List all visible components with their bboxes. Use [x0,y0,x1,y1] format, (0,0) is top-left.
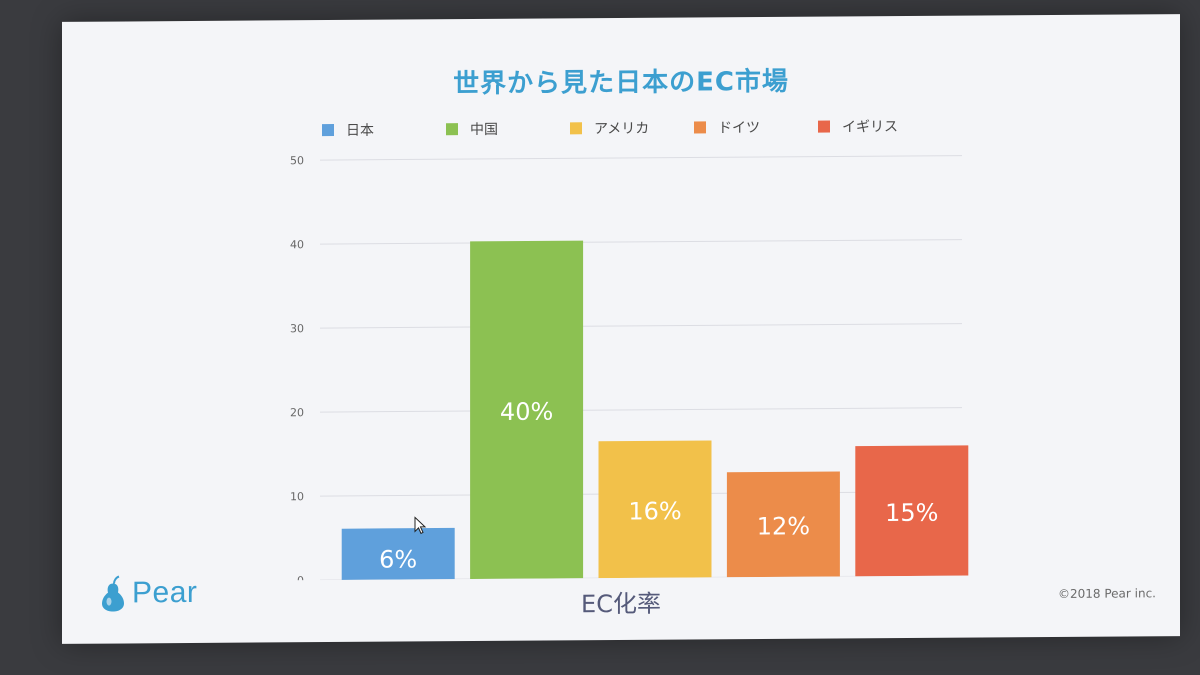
legend-label: アメリカ [594,120,650,138]
logo-text: Pear [132,575,198,610]
data-label: 15% [885,499,938,527]
bar-1 [470,240,584,580]
legend-swatch [570,122,582,135]
bar-2 [598,440,712,579]
data-label: 6% [379,545,417,573]
legend-swatch [694,121,706,134]
y-tick-label: 40 [290,238,304,251]
slide: 世界から見た日本のEC市場 日本 中国 アメリカ ドイツ イギリス 0 10 20 3… [62,14,1180,644]
legend-swatch [818,120,830,133]
y-tick-label: 10 [290,490,304,503]
legend-item-usa: アメリカ [570,117,694,138]
legend: 日本 中国 アメリカ ドイツ イギリス [322,116,942,140]
bar-3 [726,471,840,578]
legend-label: イギリス [842,119,898,136]
gridline [320,323,962,329]
legend-label: 日本 [346,122,374,139]
legend-swatch [322,124,334,137]
gridline [320,155,962,161]
y-tick-label: 20 [290,406,304,419]
pear-logo: Pear [100,575,197,612]
legend-label: ドイツ [718,120,760,137]
legend-item-uk: イギリス [818,116,942,137]
bar-0 [341,527,455,580]
legend-item-japan: 日本 [322,119,446,140]
gridline [320,407,962,413]
legend-swatch [446,123,458,136]
y-tick-label: 0 [297,574,304,580]
x-axis-label: EC化率 [581,589,661,619]
data-label: 12% [757,512,810,540]
mouse-cursor-icon [414,516,427,535]
y-tick-label: 50 [290,154,304,167]
y-tick-label: 30 [290,322,304,335]
data-label: 40% [500,398,553,426]
bar-4 [855,445,969,577]
legend-label: 中国 [470,121,498,139]
legend-item-germany: ドイツ [694,117,818,138]
bar-chart: 0 10 20 30 40 50 6% 40% 16% 12% 15% [290,154,969,581]
legend-item-china: 中国 [446,118,570,139]
gridline [320,239,962,245]
pear-icon [102,575,124,612]
data-label: 16% [628,497,681,525]
chart-title: 世界から見た日本のEC市場 [453,66,789,100]
copyright-text: ©2018 Pear inc. [1058,586,1156,601]
